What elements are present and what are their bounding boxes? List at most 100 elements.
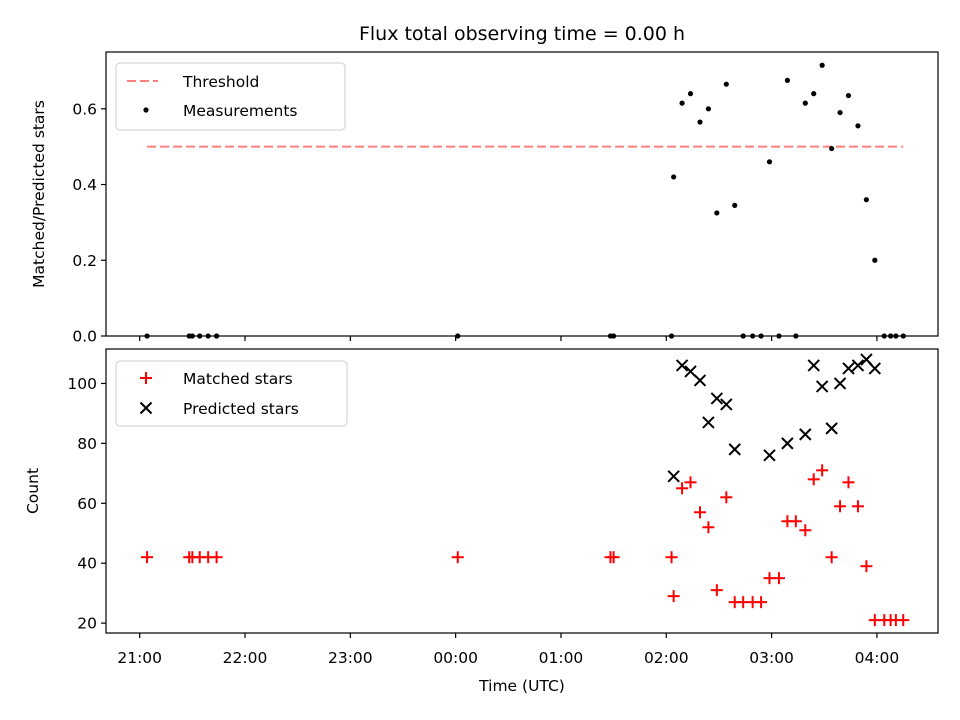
legend-threshold-label: Threshold (182, 73, 259, 91)
measurement-point (766, 159, 773, 165)
legend-measurements-label: Measurements (183, 102, 298, 120)
legend-measurements-swatch (143, 107, 149, 113)
bottom-panel: 20 40 60 80 100 21:00 22:00 23:00 00:00 01:00 02:… (24, 348, 939, 695)
matched-star-point (451, 551, 464, 564)
predicted-star-point (799, 428, 812, 441)
predicted-star-point (702, 416, 715, 429)
top-axes-frame (105, 51, 939, 337)
predicted-star-point (693, 374, 707, 387)
measurement-point (863, 197, 869, 203)
top-y-tick-label: 0.6 (72, 100, 97, 118)
top-y-tick-label: 0.2 (72, 252, 97, 270)
x-tick-label: 01:00 (539, 649, 584, 667)
predicted-star-point (851, 359, 865, 372)
measurement-point (687, 91, 694, 97)
chart-title: Flux total observing time = 0.00 h (359, 23, 685, 45)
bottom-y-tick-label: 80 (77, 435, 97, 453)
predicted-star-point (710, 392, 724, 405)
legend-predicted-swatch (139, 401, 153, 415)
measurement-point (714, 210, 720, 216)
predicted-star-point (720, 398, 733, 411)
matched-star-point (755, 596, 768, 609)
matched-star-point (897, 614, 910, 627)
predicted-star-point (728, 443, 741, 456)
predicted-star-point (815, 380, 829, 393)
measurement-point (723, 81, 729, 87)
bottom-y-tick-label: 100 (67, 375, 97, 393)
measurement-point (802, 100, 808, 106)
matched-star-point (772, 572, 785, 585)
bottom-y-tick-label: 20 (77, 615, 97, 633)
measurement-point (811, 91, 817, 97)
predicted-star-point (763, 449, 776, 462)
matched-star-point (860, 560, 873, 573)
predicted-star-point (781, 437, 794, 450)
bottom-y-axis-label: Count (24, 468, 42, 514)
top-y-tick-label: 0.4 (72, 176, 97, 194)
x-tick-label: 21:00 (117, 649, 162, 667)
measurement-point (697, 119, 703, 125)
predicted-star-point (842, 362, 855, 375)
predicted-star-point (825, 422, 838, 435)
bottom-axes-frame (105, 348, 939, 634)
matched-star-point (816, 464, 829, 477)
matched-star-point (684, 476, 697, 489)
bottom-y-ticks: 20 40 60 80 100 (67, 375, 106, 633)
matched-star-point (825, 551, 838, 564)
measurement-point (855, 123, 861, 129)
measurement-point (732, 202, 738, 208)
matched-star-point (141, 551, 154, 564)
matched-star-point (665, 551, 678, 564)
legend-matched-marker (140, 372, 152, 384)
top-panel: 0.0 0.2 0.4 0.6 Matched/Predicted stars Thr… (30, 51, 939, 346)
measurement-point (679, 100, 685, 106)
legend-predicted-marker (139, 401, 153, 415)
matched-star-point (667, 590, 680, 603)
top-y-ticks: 0.0 0.2 0.4 0.6 (72, 100, 106, 346)
legend-matched-label: Matched stars (183, 370, 293, 388)
bottom-plot-area (141, 353, 910, 627)
matched-star-point (842, 476, 855, 489)
bottom-y-tick-label: 60 (77, 495, 97, 513)
predicted-star-point (868, 362, 882, 375)
matched-star-point (676, 482, 689, 495)
x-tick-label: 03:00 (749, 649, 794, 667)
measurement-point (671, 174, 677, 180)
x-tick-label: 02:00 (644, 649, 689, 667)
top-y-tick-label: 0.0 (72, 328, 97, 346)
predicted-star-point (807, 359, 820, 372)
matched-star-point (710, 584, 723, 597)
bottom-legend-box (115, 360, 348, 427)
matched-star-point (799, 524, 812, 537)
top-legend: Threshold Measurements (115, 62, 346, 131)
matched-star-point (720, 491, 733, 504)
top-plot-area (144, 62, 906, 339)
bottom-x-ticks: 21:00 22:00 23:00 00:00 01:00 02:00 03:00 04:00 (117, 633, 899, 667)
measurement-point (819, 62, 825, 68)
top-legend-box (115, 62, 346, 131)
matched-star-point (807, 473, 820, 486)
bottom-legend: Matched stars Predicted stars (115, 360, 348, 427)
measurement-point (845, 92, 852, 99)
matched-star-point (834, 500, 847, 513)
predicted-star-point (684, 365, 697, 378)
x-tick-label: 00:00 (433, 649, 478, 667)
predicted-star-point (675, 359, 689, 372)
top-y-axis-label: Matched/Predicted stars (30, 100, 48, 288)
matched-star-point (693, 506, 706, 519)
measurement-point (872, 257, 878, 263)
matched-star-point (789, 515, 802, 528)
measurement-point (784, 77, 790, 83)
bottom-y-tick-label: 40 (77, 555, 97, 573)
matched-star-point (851, 500, 864, 513)
x-axis-label: Time (UTC) (478, 677, 565, 695)
matched-star-point (702, 521, 715, 534)
measurement-point (705, 106, 712, 112)
measurement-point (837, 109, 843, 116)
matched-star-point (210, 551, 223, 564)
x-tick-label: 22:00 (223, 649, 268, 667)
measurement-point (829, 145, 835, 152)
x-tick-label: 23:00 (328, 649, 373, 667)
legend-predicted-label: Predicted stars (183, 400, 299, 418)
